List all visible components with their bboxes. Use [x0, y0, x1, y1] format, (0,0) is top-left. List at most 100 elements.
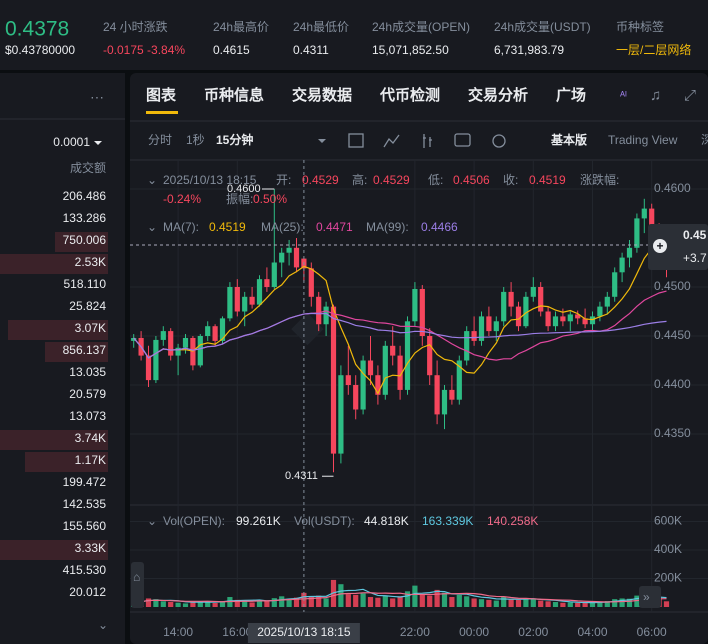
bell-icon[interactable]: ♫	[650, 87, 661, 104]
volume-bar	[501, 597, 507, 607]
scroll-left[interactable]	[131, 562, 144, 608]
coin-tag[interactable]: 一层/二层网络	[616, 42, 691, 57]
x-tick-label: 04:00	[577, 625, 607, 639]
tool-icon[interactable]	[348, 133, 364, 148]
depth-bar	[0, 540, 108, 560]
candle-body	[478, 316, 485, 341]
vol-ma-value: 140.258K	[487, 514, 538, 528]
tab[interactable]: 交易分析	[468, 86, 528, 104]
candle-body	[456, 360, 462, 400]
stat-label: 币种标签	[616, 19, 664, 34]
volume-bar	[412, 585, 418, 607]
fullscreen-icon[interactable]: ⤢	[684, 87, 697, 104]
expand-arrow[interactable]: ⌄	[98, 618, 108, 632]
interval[interactable]: 1秒	[186, 133, 205, 147]
candle-body	[612, 272, 618, 297]
plot	[130, 160, 670, 612]
volume-bar	[271, 598, 277, 607]
tab[interactable]: 交易数据	[292, 86, 352, 104]
candle-body	[471, 331, 477, 341]
volume-bar	[589, 602, 596, 607]
price-step[interactable]: 0.0001	[53, 135, 90, 149]
tool-icon[interactable]	[383, 134, 400, 148]
candle-body	[264, 279, 270, 287]
info-time: 2025/10/13 18:15	[163, 173, 257, 187]
volume-bar	[390, 598, 396, 607]
candle-body	[353, 385, 359, 410]
cursor-time: 2025/10/13 18:15	[257, 625, 351, 639]
trade-amount: 3.74K	[75, 431, 106, 445]
volume-bar	[597, 601, 603, 607]
trade-amount: 133.286	[63, 211, 107, 225]
interval[interactable]: 分时	[148, 133, 172, 147]
tab[interactable]: 图表	[146, 86, 177, 104]
ai-icon[interactable]: ᴬᴵ	[619, 90, 627, 102]
tab[interactable]: 广场	[556, 86, 586, 104]
volume-bar	[338, 584, 344, 607]
tool-icon[interactable]	[454, 133, 471, 147]
tool-icon[interactable]	[423, 134, 432, 148]
header-bar	[0, 0, 708, 70]
axes: 0.4600 0.4500 0.4450 0.4400 0.4350 600K 400K 20…	[163, 181, 691, 639]
dropdown-arrow[interactable]	[94, 141, 102, 145]
collapse-icon[interactable]: ⌄	[147, 220, 157, 234]
trade-amount: 142.535	[63, 497, 107, 511]
stat-value: 0.4615	[213, 43, 250, 57]
candle-body	[515, 306, 522, 327]
candle-body	[538, 287, 544, 312]
scroll-buttons: ⌂ »	[131, 562, 661, 608]
interval-dropdown[interactable]	[318, 139, 326, 143]
ma-value: 0.4466	[421, 220, 458, 234]
info-label: 开:	[276, 173, 291, 187]
low-label: 0.4311	[285, 470, 318, 482]
mode[interactable]: 基本版	[550, 132, 587, 147]
trade-amount: 13.035	[69, 365, 106, 379]
vol-label: Vol(OPEN):	[163, 514, 225, 528]
volume-bar	[360, 593, 366, 607]
more-icon[interactable]: ···	[90, 89, 104, 105]
volume-bar	[256, 600, 263, 607]
scroll-right[interactable]	[639, 586, 661, 608]
x-tick-label: 06:00	[637, 625, 667, 639]
candle-body	[212, 326, 218, 341]
candle-body	[175, 347, 181, 356]
volume-bar	[404, 591, 411, 607]
info-label: 高:	[352, 172, 367, 187]
volume-bar	[190, 601, 196, 607]
volume-bar	[375, 597, 381, 607]
candle-body	[279, 252, 285, 263]
volume-bar	[427, 595, 433, 607]
chart-panel	[130, 73, 708, 644]
candle-body	[367, 360, 374, 376]
mode[interactable]: Trading View	[608, 133, 678, 147]
candle-body	[493, 321, 499, 332]
candle-body	[464, 331, 470, 361]
candle-body	[552, 316, 559, 327]
volume-bar	[449, 597, 455, 607]
volume-bar	[219, 601, 226, 607]
info-label: 低:	[428, 173, 443, 187]
ma-value: 0.4519	[209, 220, 246, 234]
last-price: 0.4378	[5, 18, 69, 41]
mode[interactable]: 深	[701, 133, 708, 147]
info-value: -0.24%	[163, 192, 201, 206]
tool-icons	[348, 133, 506, 148]
candle-body	[249, 296, 255, 305]
tool-icon[interactable]	[492, 134, 506, 148]
tab-underline	[146, 111, 178, 114]
add-order-button[interactable]	[653, 239, 667, 253]
tab[interactable]: 币种信息	[204, 86, 264, 104]
price-tag-change: +3.7	[683, 251, 707, 265]
candle-body	[634, 218, 640, 248]
volume-bar	[493, 600, 499, 607]
add-order-icon: +	[656, 239, 663, 253]
tab[interactable]: 代币检测	[379, 86, 440, 104]
interval[interactable]: 15分钟	[216, 132, 253, 147]
stat-value: -0.0175 -3.84%	[103, 43, 185, 57]
volume-bar	[330, 579, 337, 607]
volume-bar	[323, 598, 329, 607]
collapse-icon[interactable]: ⌄	[147, 173, 157, 187]
collapse-icon[interactable]: ⌄	[147, 514, 157, 528]
depth-bars	[0, 232, 108, 560]
